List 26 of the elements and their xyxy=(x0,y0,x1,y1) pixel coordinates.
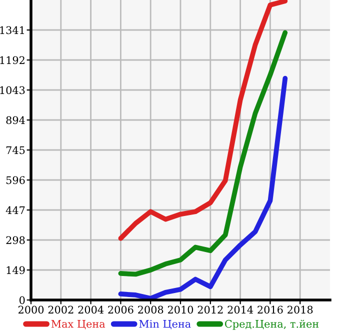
legend-label: Min Цена xyxy=(139,320,191,330)
x-tick-label: 2000 xyxy=(18,306,44,314)
line-series xyxy=(118,0,288,241)
y-tick-label: 149 xyxy=(6,266,25,274)
y-tick-label: 1192 xyxy=(0,56,24,64)
y-tick-label: 1341 xyxy=(0,26,24,34)
x-tick-label: 2002 xyxy=(48,306,74,314)
x-tick-label: 2004 xyxy=(78,306,104,314)
x-tick-label: 2014 xyxy=(228,306,254,314)
line-series xyxy=(118,30,288,277)
y-tick-label: 745 xyxy=(6,146,25,154)
x-tick-label: 2010 xyxy=(168,306,194,314)
y-tick-label: 894 xyxy=(6,116,25,124)
legend-label: Сред.Цена, т.йен xyxy=(225,320,319,330)
y-tick-label: 1043 xyxy=(0,86,25,94)
x-tick-label: 2012 xyxy=(198,306,223,314)
x-tick-label: 2016 xyxy=(258,306,283,314)
x-tick-label: 2006 xyxy=(108,306,134,314)
y-tick-label: 447 xyxy=(6,206,25,214)
y-tick-label: 0 xyxy=(20,296,25,304)
x-tick-label: 2018 xyxy=(288,306,313,314)
y-tick-label: 298 xyxy=(6,236,25,244)
x-tick-label: 2008 xyxy=(138,306,164,314)
line-series xyxy=(118,76,288,300)
legend-label: Max Цена xyxy=(51,320,106,330)
y-tick-label: 596 xyxy=(6,176,25,184)
